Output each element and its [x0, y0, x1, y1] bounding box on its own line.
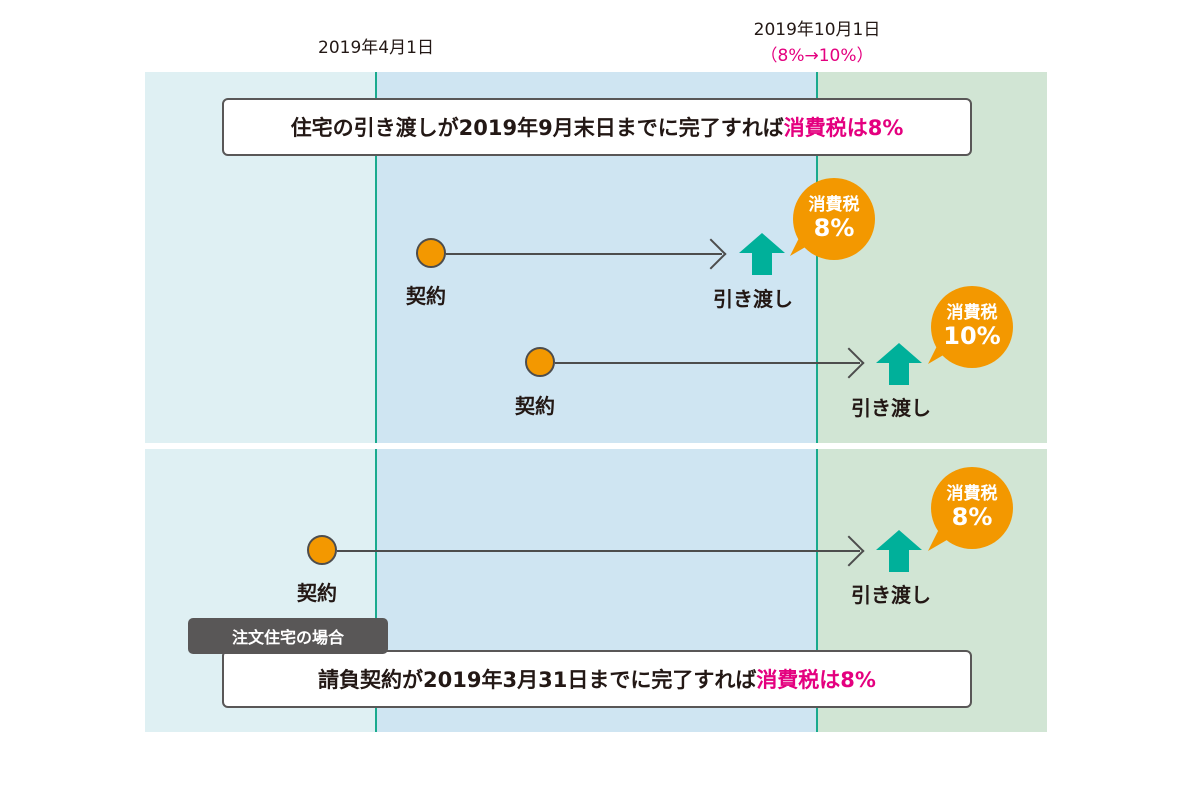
- date-april: 2019年4月1日: [318, 38, 434, 58]
- condition-text: 住宅の引き渡しが2019年9月末日までに完了すれば: [290, 116, 784, 140]
- bubble-title: 消費税: [946, 484, 998, 505]
- bubble-rate: 8%: [813, 214, 855, 243]
- delivery-up-arrow-icon: [876, 530, 922, 572]
- april-divider: [375, 72, 377, 443]
- contract-dot: [525, 347, 555, 377]
- tax-bubble: 消費税 8%: [931, 467, 1013, 549]
- contract-dot: [307, 535, 337, 565]
- contract-dot: [416, 238, 446, 268]
- bubble-rate: 10%: [943, 322, 1001, 351]
- contract-label: 契約: [297, 581, 337, 605]
- bubble-title: 消費税: [808, 195, 860, 216]
- october-divider: [816, 449, 818, 732]
- date-october: 2019年10月1日: [753, 20, 881, 40]
- bubble-rate: 8%: [951, 503, 993, 532]
- top-condition-box: 住宅の引き渡しが2019年9月末日までに完了すれば 消費税は8%: [222, 98, 972, 156]
- delivery-label: 引き渡し: [851, 583, 931, 607]
- tax-bubble: 消費税 8%: [793, 178, 875, 260]
- tax-bubble: 消費税 10%: [931, 286, 1013, 368]
- timeline-arrow: [555, 362, 860, 364]
- timeline-arrow: [337, 550, 860, 552]
- delivery-label: 引き渡し: [851, 396, 931, 420]
- date-october-note: （8%→10%）: [760, 46, 874, 66]
- timeline-arrow: [446, 253, 722, 255]
- bottom-condition-box: 請負契約が2019年3月31日までに完了すれば 消費税は8%: [222, 650, 972, 708]
- condition-text: 請負契約が2019年3月31日までに完了すれば: [318, 668, 757, 692]
- condition-highlight: 消費税は8%: [756, 668, 876, 692]
- condition-highlight: 消費税は8%: [783, 116, 904, 140]
- delivery-up-arrow-icon: [739, 233, 785, 275]
- october-divider: [816, 72, 818, 443]
- april-divider: [375, 449, 377, 732]
- contract-label: 契約: [406, 284, 446, 308]
- custom-house-tag: 注文住宅の場合: [188, 618, 388, 654]
- bubble-title: 消費税: [946, 303, 998, 324]
- delivery-label: 引き渡し: [713, 287, 793, 311]
- delivery-up-arrow-icon: [876, 343, 922, 385]
- contract-label: 契約: [515, 394, 555, 418]
